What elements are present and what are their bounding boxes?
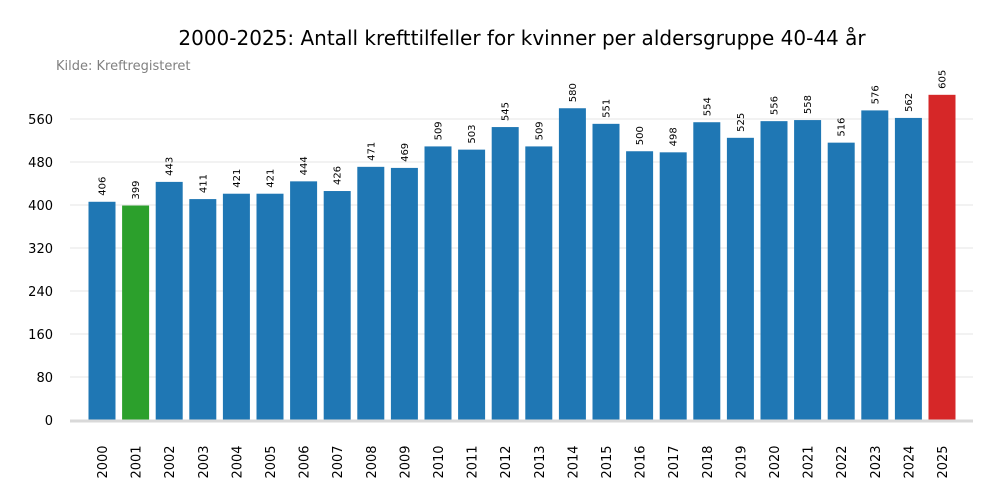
x-tick-label-2015: 2015 (600, 445, 615, 478)
bar-2023 (861, 110, 889, 421)
y-tick-label: 160 (28, 328, 53, 343)
x-tick-label-2007: 2007 (331, 445, 346, 478)
grid-lines (70, 118, 973, 378)
x-tick-label-2025: 2025 (936, 445, 951, 478)
bar-2015 (592, 123, 620, 421)
bar-2005 (256, 193, 284, 420)
chart-title: 2000-2025: Antall krefttilfeller for kvi… (178, 26, 866, 50)
y-tick-label: 80 (36, 371, 53, 386)
x-tick-label-2014: 2014 (566, 445, 581, 478)
value-label-2022: 516 (837, 118, 848, 137)
bar-2000 (88, 201, 116, 420)
x-tick-label-2003: 2003 (197, 445, 212, 478)
bar-2025 (928, 94, 956, 420)
bar-2019 (726, 137, 754, 420)
x-tick-label-2024: 2024 (902, 445, 917, 478)
value-label-2007: 426 (333, 166, 344, 185)
bar-2024 (894, 117, 922, 421)
y-tick-label: 320 (28, 242, 53, 257)
value-label-2025: 605 (938, 70, 949, 89)
bar-2012 (491, 127, 519, 420)
value-label-2023: 576 (870, 85, 881, 104)
x-tick-label-2009: 2009 (398, 445, 413, 478)
bar-2014 (558, 108, 586, 420)
value-label-2014: 580 (568, 83, 579, 102)
value-label-2004: 421 (232, 169, 243, 188)
value-label-2017: 498 (669, 127, 680, 146)
bar-2022 (827, 142, 855, 420)
x-tick-label-2022: 2022 (835, 445, 850, 478)
bar-2002 (155, 181, 183, 420)
value-label-2005: 421 (266, 169, 277, 188)
value-label-2015: 551 (602, 99, 613, 118)
bar-2007 (323, 191, 351, 420)
value-label-2002: 443 (165, 157, 176, 176)
x-tick-label-2000: 2000 (96, 445, 111, 478)
value-label-2001: 399 (131, 180, 142, 199)
value-label-2000: 406 (98, 177, 109, 196)
value-label-2020: 556 (770, 96, 781, 115)
chart-source: Kilde: Kreftregisteret (56, 59, 191, 74)
value-labels: 406 399 443 411 421 421 444 426 471 469 509 503 545 5… (98, 70, 949, 200)
x-tick-label-2012: 2012 (499, 445, 514, 478)
x-axis-ticks: 2000 2001 2002 2003 2004 2005 2006 2007 2008 2009… (96, 445, 951, 478)
x-tick-label-2008: 2008 (365, 445, 380, 478)
bar-2021 (794, 120, 822, 420)
bar-2011 (458, 149, 486, 420)
bar-2001 (122, 205, 150, 420)
x-tick-label-2001: 2001 (130, 445, 145, 478)
x-tick-label-2004: 2004 (230, 445, 245, 478)
value-label-2016: 500 (635, 126, 646, 145)
x-tick-label-2020: 2020 (768, 445, 783, 478)
x-tick-label-2006: 2006 (298, 445, 313, 478)
value-label-2003: 411 (198, 174, 209, 193)
value-label-2008: 471 (366, 142, 377, 161)
value-label-2006: 444 (299, 156, 310, 175)
bar-2010 (424, 146, 452, 420)
bar-2006 (290, 181, 318, 420)
x-tick-label-2005: 2005 (264, 445, 279, 478)
bar-2016 (626, 151, 654, 420)
bar-2009 (390, 167, 418, 420)
bar-2008 (357, 166, 385, 420)
y-tick-label: 240 (28, 285, 53, 300)
bars (88, 94, 956, 421)
y-axis-ticks: 0 80 160 240 320 400 480 560 (28, 113, 53, 429)
value-label-2024: 562 (904, 93, 915, 112)
bar-2013 (525, 146, 553, 420)
y-tick-label: 400 (28, 199, 53, 214)
value-label-2018: 554 (702, 97, 713, 116)
bar-2003 (189, 199, 217, 420)
value-label-2009: 469 (400, 143, 411, 162)
bar-2017 (659, 152, 687, 420)
value-label-2021: 558 (803, 95, 814, 114)
x-tick-label-2011: 2011 (466, 445, 481, 478)
value-label-2011: 503 (467, 125, 478, 144)
x-tick-label-2019: 2019 (734, 445, 749, 478)
bar-2004 (222, 193, 250, 420)
y-tick-label: 480 (28, 156, 53, 171)
value-label-2019: 525 (736, 113, 747, 132)
y-tick-label: 0 (45, 414, 53, 429)
y-tick-label: 560 (28, 113, 53, 128)
value-label-2013: 509 (534, 121, 545, 140)
x-tick-label-2010: 2010 (432, 445, 447, 478)
bar-2018 (693, 122, 721, 420)
x-tick-label-2023: 2023 (869, 445, 884, 478)
value-label-2010: 509 (434, 121, 445, 140)
x-tick-label-2021: 2021 (802, 445, 817, 478)
x-tick-label-2018: 2018 (701, 445, 716, 478)
x-tick-label-2013: 2013 (533, 445, 548, 478)
x-tick-label-2016: 2016 (634, 445, 649, 478)
x-tick-label-2017: 2017 (667, 445, 682, 478)
bar-2020 (760, 121, 788, 421)
value-label-2012: 545 (501, 102, 512, 121)
x-tick-label-2002: 2002 (163, 445, 178, 478)
